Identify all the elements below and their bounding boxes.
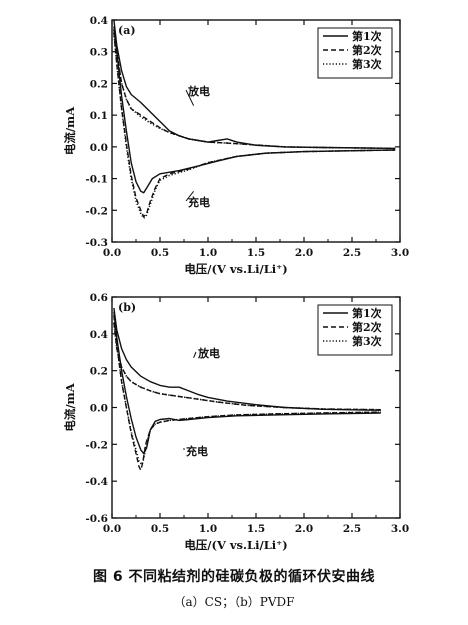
y-axis-label: 电流/mA [63,382,77,431]
series-line-1-charge [113,311,381,455]
y-tick-label: -0.2 [85,439,108,451]
x-tick-label: 0.0 [103,523,121,535]
series-line-2-charge [113,315,381,471]
x-tick-label: 1.0 [199,523,217,535]
legend-label-2: 第2次 [352,43,382,57]
legend-label-2: 第2次 [352,320,382,334]
x-tick-label: 1.5 [247,247,265,259]
y-tick-label: 0.4 [90,15,108,27]
x-tick-label: 1.5 [247,523,265,535]
y-tick-label: -0.3 [85,237,108,249]
chart-panel-b: 0.0 0.5 1.0 1.5 2.0 2.5 3.0 -0.6 -0.4 -0.2 0.0 0.2 0… [63,292,409,552]
annotation-discharge: 放电 [197,346,220,360]
figure-subcaption: （a）CS；（b）PVDF [173,595,295,609]
annotation-leader [185,190,194,202]
legend-label-1: 第1次 [352,306,382,320]
x-tick-label: 3.0 [391,523,409,535]
y-tick-label: 0.1 [90,110,108,122]
legend-label-3: 第3次 [352,334,382,348]
x-tick-label: 1.0 [199,247,217,259]
x-tick-label: 2.5 [343,247,361,259]
series-line-3-discharge [113,29,396,150]
y-tick-label: 0.3 [90,47,108,59]
annotation-leader [193,351,197,358]
x-tick-label: 2.0 [295,247,313,259]
annotation-leader [185,89,195,106]
series-line-3-charge [113,315,381,466]
series-line-1-discharge [113,307,381,411]
y-tick-label: -0.2 [85,205,108,217]
legend-label-1: 第1次 [352,29,382,43]
y-tick-label: -0.4 [85,476,108,488]
panel-label: (a) [118,24,136,37]
y-tick-label: 0.6 [90,292,108,304]
y-tick-label: -0.6 [85,513,108,525]
series-line-3-charge [113,32,396,219]
series-line-3-discharge [113,322,381,411]
x-axis-label: 电压/(V vs.Li/Li⁺) [184,262,287,276]
legend-label-3: 第3次 [352,57,382,71]
annotation-discharge: 放电 [187,84,210,98]
annotation-charge: 充电 [188,195,210,209]
x-tick-label: 2.5 [343,523,361,535]
x-tick-label: 0.5 [151,247,169,259]
figure-caption: 图 6 不同粘结剂的硅碳负极的循环伏安曲线 [93,569,375,585]
x-axis-label: 电压/(V vs.Li/Li⁺) [184,538,287,552]
series-line-1-charge [113,26,396,194]
x-tick-label: 2.0 [295,523,313,535]
annotation-charge: 充电 [186,444,208,458]
x-tick-label: 0.0 [103,247,121,259]
x-tick-label: 0.5 [151,523,169,535]
y-tick-label: 0.4 [90,329,108,341]
y-axis-label: 电流/mA [63,106,77,155]
y-tick-label: 0.2 [90,78,108,90]
y-tick-label: 0.2 [90,366,108,378]
y-tick-label: -0.1 [85,174,108,186]
y-tick-label: 0.0 [90,142,108,154]
panel-label: (b) [118,301,136,314]
x-tick-label: 3.0 [391,247,409,259]
y-tick-label: 0.0 [90,403,108,415]
chart-panel-a: 0.0 0.5 1.0 1.5 2.0 2.5 3.0 -0.3 -0.2 -0.1 0.0 0.1 0… [63,15,409,276]
